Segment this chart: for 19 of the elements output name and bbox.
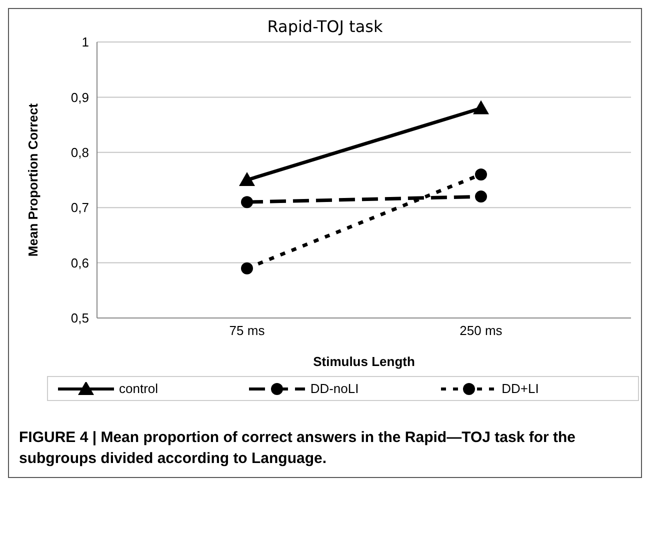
chart-title: Rapid-TOJ task [266,17,384,36]
caption: FIGURE 4 | Mean proportion of correct answers in the Rapid—TOJ task for the subgroups divided according to Language. [19,428,577,469]
y-axis-title: Mean Proportion Correct [26,102,41,257]
y-tick-label: 1 [82,34,89,50]
point [241,262,253,274]
x-tick-label: 250 ms [460,323,503,338]
y-tick-label: 0,7 [70,200,89,216]
legend-label: DD+LI [502,381,539,396]
point [475,190,487,203]
legend-label: control [119,381,158,396]
y-tick-label: 0,8 [70,145,89,160]
y-tick-label: 0,5 [70,310,89,326]
point [241,196,253,208]
y-tick-label: 0,9 [70,90,89,105]
x-tick-label: 75 ms [229,323,266,338]
y-tick-label: 0,6 [70,255,89,270]
legend-label: DD-noLI [310,381,359,396]
x-axis-title: Stimulus Length [313,354,415,369]
point [475,168,487,180]
